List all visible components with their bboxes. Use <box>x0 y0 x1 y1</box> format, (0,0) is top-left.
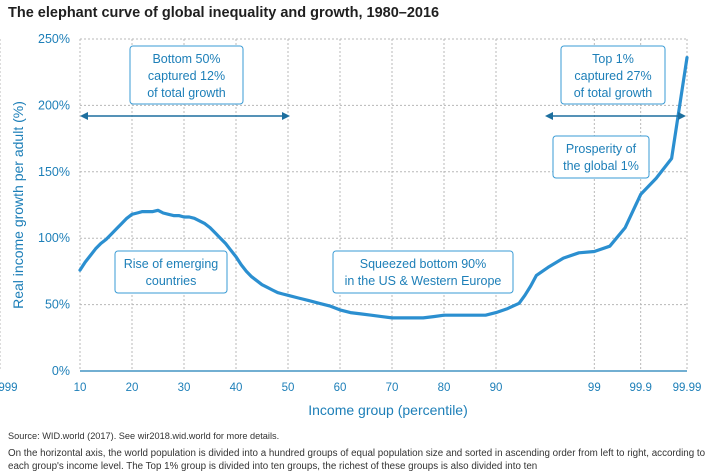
y-tick-label: 100% <box>38 231 70 245</box>
annotation-text: Prosperity of <box>566 142 637 156</box>
x-tick-label: 10 <box>74 382 87 394</box>
x-tick-label: 40 <box>230 382 243 394</box>
annotation-text: Rise of emerging <box>124 257 219 271</box>
x-tick-label: 99.999 <box>0 382 18 394</box>
x-tick-label: 99.99 <box>673 382 702 394</box>
source-note: Source: WID.world (2017). See wir2018.wi… <box>8 431 280 441</box>
annotation-top-1: Top 1% captured 27% of total growth <box>560 45 666 105</box>
y-tick-label: 0% <box>52 364 70 378</box>
top-1-arrow <box>545 112 686 120</box>
x-tick-label: 70 <box>386 382 399 394</box>
annotation-text: Bottom 50% <box>152 52 220 66</box>
annotation-text: Top 1% <box>592 52 634 66</box>
x-tick-label: 30 <box>178 382 191 394</box>
y-tick-label: 150% <box>38 165 70 179</box>
chart-title: The elephant curve of global inequality … <box>8 5 440 21</box>
annotation-text: the global 1% <box>563 159 639 173</box>
x-tick-label: 80 <box>438 382 451 394</box>
annotation-bottom-50: Bottom 50% captured 12% of total growth <box>129 45 244 105</box>
series-line <box>78 56 689 320</box>
annotation-emerging: Rise of emerging countries <box>114 250 228 294</box>
y-axis-label: Real income growth per adult (%) <box>10 101 26 309</box>
annotation-text: captured 27% <box>574 69 651 83</box>
bottom-50-arrow <box>80 112 290 120</box>
annotation-prosperity: Prosperity of the global 1% <box>552 135 650 179</box>
annotation-text: captured 12% <box>148 69 225 83</box>
x-axis-ticks: 10 20 30 40 50 60 70 80 90 99 99.9 99.99 99.999 <box>0 382 701 394</box>
footnote: On the horizontal axis, the world popula… <box>8 448 706 472</box>
x-axis-label: Income group (percentile) <box>308 402 468 418</box>
x-tick-label: 99.9 <box>629 382 651 394</box>
x-tick-label: 60 <box>334 382 347 394</box>
x-tick-label: 20 <box>126 382 139 394</box>
annotation-text: Squeezed bottom 90% <box>360 257 486 271</box>
annotation-text: of total growth <box>574 86 653 100</box>
y-axis-ticks: 0% 50% 100% 150% 200% 250% <box>38 32 70 378</box>
y-tick-label: 50% <box>45 298 70 312</box>
y-tick-label: 200% <box>38 98 70 112</box>
x-tick-label: 50 <box>282 382 295 394</box>
y-tick-label: 250% <box>38 32 70 46</box>
annotation-text: in the US & Western Europe <box>345 274 502 288</box>
grid-lines <box>0 38 688 371</box>
annotation-text: countries <box>146 274 197 288</box>
x-tick-label: 90 <box>490 382 503 394</box>
annotation-text: of total growth <box>147 86 226 100</box>
x-tick-label: 99 <box>588 382 601 394</box>
annotation-squeezed: Squeezed bottom 90% in the US & Western … <box>332 250 514 294</box>
